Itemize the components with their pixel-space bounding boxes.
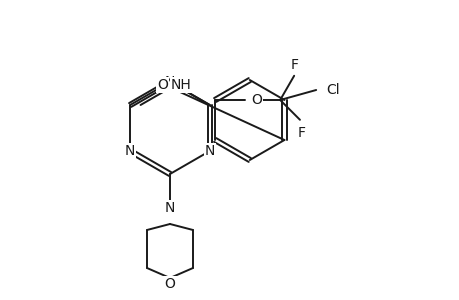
Text: F: F xyxy=(297,126,305,140)
Text: Cl: Cl xyxy=(325,83,339,97)
Text: N: N xyxy=(164,201,175,215)
Text: NH: NH xyxy=(170,78,191,92)
Text: N: N xyxy=(204,144,214,158)
Text: F: F xyxy=(290,58,297,72)
Text: N: N xyxy=(164,75,175,89)
Text: O: O xyxy=(164,277,175,291)
Text: N: N xyxy=(125,144,135,158)
Text: O: O xyxy=(157,78,168,92)
Text: O: O xyxy=(251,93,262,107)
